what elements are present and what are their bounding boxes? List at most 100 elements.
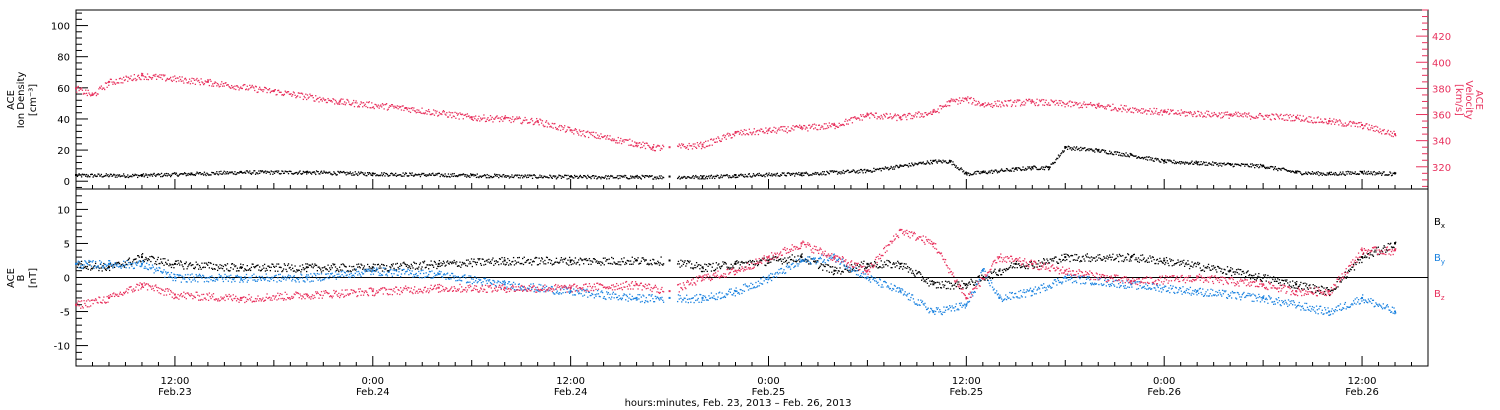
velocity-sample <box>921 113 924 115</box>
velocity-sample <box>699 142 701 145</box>
bx-sample <box>247 269 249 271</box>
bx-sample <box>1365 256 1367 259</box>
bx-sample <box>406 264 408 266</box>
velocity-sample <box>258 88 260 90</box>
bx-sample <box>82 267 84 270</box>
density-sample <box>530 174 532 176</box>
density-sample <box>1253 164 1255 166</box>
bx-sample <box>1254 278 1256 281</box>
velocity-tick-label: 340 <box>1432 137 1451 148</box>
bx-sample <box>1202 265 1205 267</box>
velocity-sample <box>932 109 934 111</box>
velocity-sample <box>1027 100 1029 102</box>
density-sample <box>1144 156 1146 159</box>
velocity-sample <box>1363 125 1365 127</box>
bx-sample <box>108 269 111 272</box>
velocity-sample <box>247 89 249 91</box>
density-sample <box>428 173 431 175</box>
velocity-sample <box>248 88 250 90</box>
velocity-sample <box>1181 112 1183 114</box>
bx-sample <box>1228 271 1230 273</box>
velocity-sample <box>959 102 962 104</box>
bx-sample <box>172 264 174 266</box>
density-sample <box>708 175 710 177</box>
bx-sample <box>1163 257 1165 260</box>
velocity-sample <box>301 93 304 95</box>
velocity-sample <box>571 131 573 133</box>
bx-sample <box>1104 257 1106 259</box>
bx-sample <box>264 270 267 272</box>
density-sample <box>390 172 393 174</box>
velocity-sample <box>540 122 543 124</box>
velocity-sample <box>451 116 453 119</box>
bx-sample <box>973 284 976 286</box>
density-sample <box>1060 153 1062 155</box>
bx-sample <box>1010 265 1012 267</box>
density-sample <box>76 174 78 176</box>
bx-sample <box>521 257 524 260</box>
bx-sample <box>1315 286 1318 288</box>
bx-sample <box>384 268 386 270</box>
velocity-sample <box>219 85 221 87</box>
velocity-sample <box>747 134 750 136</box>
density-sample <box>1090 148 1092 151</box>
bx-sample <box>1114 258 1117 260</box>
bx-sample <box>210 262 212 265</box>
density-sample <box>484 175 487 177</box>
velocity-sample <box>565 130 567 133</box>
velocity-sample <box>534 121 536 124</box>
velocity-sample <box>775 132 778 134</box>
density-sample <box>461 174 464 176</box>
velocity-sample <box>577 132 579 134</box>
bx-sample <box>1368 257 1370 259</box>
density-sample <box>146 176 149 178</box>
velocity-sample <box>987 102 990 104</box>
bx-sample <box>1310 287 1312 289</box>
bx-sample <box>533 260 535 263</box>
bx-sample <box>904 267 906 269</box>
density-sample <box>1183 163 1186 165</box>
density-sample <box>1193 163 1195 165</box>
velocity-sample <box>853 116 855 119</box>
bx-sample <box>1213 267 1215 269</box>
density-sample <box>982 171 984 174</box>
density-sample <box>864 168 866 171</box>
velocity-sample <box>1301 119 1303 121</box>
density-sample <box>129 175 131 178</box>
by-data-point <box>503 283 506 286</box>
velocity-sample <box>127 80 129 82</box>
density-sample <box>769 174 771 176</box>
bx-sample <box>909 269 911 271</box>
density-sample <box>1371 174 1374 176</box>
density-sample <box>574 176 577 178</box>
velocity-sample <box>378 107 380 109</box>
density-data-point <box>800 172 803 175</box>
velocity-sample <box>517 117 520 120</box>
bx-sample <box>901 262 903 265</box>
velocity-sample <box>1046 103 1048 106</box>
bx-sample <box>1324 290 1326 293</box>
velocity-sample <box>403 109 405 112</box>
velocity-sample <box>1103 105 1105 108</box>
velocity-sample <box>1211 112 1213 114</box>
velocity-sample <box>189 83 192 85</box>
velocity-sample <box>1292 114 1295 117</box>
density-sample <box>1024 169 1026 171</box>
bx-sample <box>1068 256 1070 258</box>
velocity-sample <box>1005 100 1007 102</box>
velocity-sample <box>1229 114 1231 116</box>
velocity-sample <box>396 105 398 107</box>
velocity-sample <box>847 123 849 125</box>
bx-data-point <box>107 266 110 269</box>
velocity-sample <box>311 94 314 97</box>
velocity-sample <box>738 133 741 135</box>
velocity-sample <box>106 86 108 88</box>
velocity-sample <box>815 124 817 126</box>
velocity-sample <box>421 107 423 109</box>
velocity-sample <box>1192 115 1194 118</box>
density-sample <box>895 164 897 167</box>
density-sample <box>1252 164 1254 167</box>
velocity-sample <box>923 115 925 118</box>
bx-sample <box>83 266 85 268</box>
top-panel-frame <box>75 9 1429 190</box>
